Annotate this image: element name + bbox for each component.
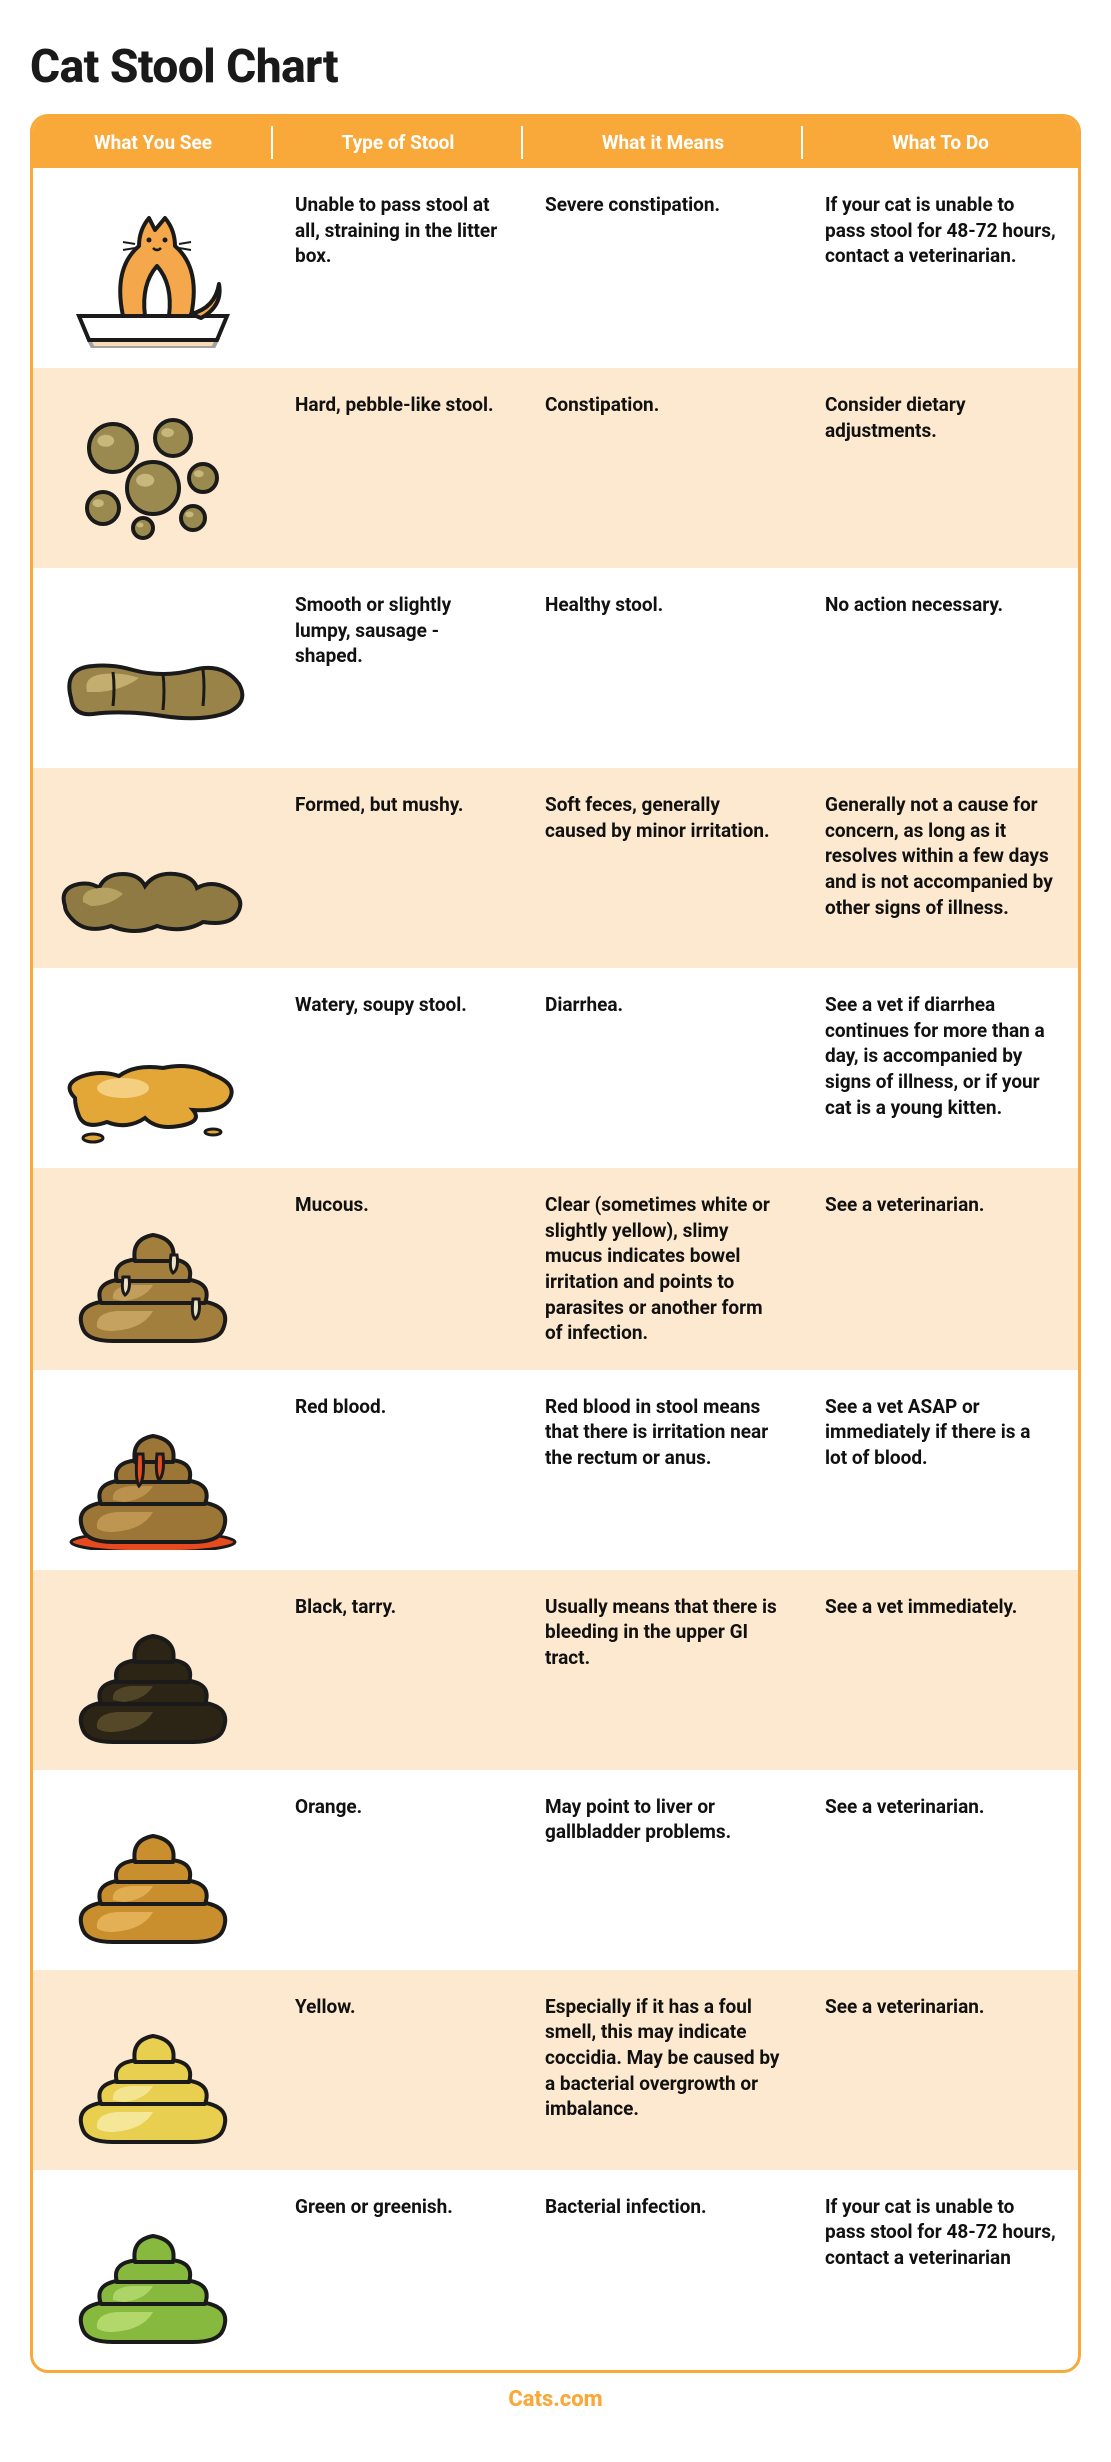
- header-todo: What To Do: [803, 117, 1078, 168]
- stool-icon: [33, 2170, 273, 2370]
- todo-cell: If your cat is unable to pass stool for …: [803, 168, 1078, 368]
- table-row: Black, tarry. Usually means that there i…: [33, 1570, 1078, 1770]
- type-cell: Unable to pass stool at all, straining i…: [273, 168, 523, 368]
- todo-cell: See a veterinarian.: [803, 1168, 1078, 1370]
- means-cell: Constipation.: [523, 368, 803, 568]
- stool-icon: [33, 1970, 273, 2170]
- means-cell: Bacterial infection.: [523, 2170, 803, 2370]
- header-means: What it Means: [523, 117, 803, 168]
- todo-cell: See a veterinarian.: [803, 1770, 1078, 1970]
- table-row: Watery, soupy stool. Diarrhea. See a vet…: [33, 968, 1078, 1168]
- stool-icon: [33, 1370, 273, 1570]
- stool-icon: [33, 368, 273, 568]
- table-row: Smooth or slightly lumpy, sausage - shap…: [33, 568, 1078, 768]
- stool-icon: [33, 568, 273, 768]
- page-title: Cat Stool Chart: [30, 40, 1081, 94]
- type-cell: Watery, soupy stool.: [273, 968, 523, 1168]
- table-row: Formed, but mushy. Soft feces, generally…: [33, 768, 1078, 968]
- means-cell: Severe constipation.: [523, 168, 803, 368]
- type-cell: Smooth or slightly lumpy, sausage - shap…: [273, 568, 523, 768]
- table-row: Hard, pebble-like stool. Constipation. C…: [33, 368, 1078, 568]
- type-cell: Formed, but mushy.: [273, 768, 523, 968]
- means-cell: Clear (sometimes white or slightly yello…: [523, 1168, 803, 1370]
- table-row: Unable to pass stool at all, straining i…: [33, 168, 1078, 368]
- type-cell: Black, tarry.: [273, 1570, 523, 1770]
- source-attribution: Cats.com: [30, 2373, 1081, 2426]
- table-row: Orange. May point to liver or gallbladde…: [33, 1770, 1078, 1970]
- table-row: Mucous. Clear (sometimes white or slight…: [33, 1168, 1078, 1370]
- infographic-container: Cat Stool Chart What You See Type of Sto…: [0, 0, 1111, 2446]
- means-cell: May point to liver or gallbladder proble…: [523, 1770, 803, 1970]
- means-cell: Usually means that there is bleeding in …: [523, 1570, 803, 1770]
- means-cell: Especially if it has a foul smell, this …: [523, 1970, 803, 2170]
- todo-cell: See a vet immediately.: [803, 1570, 1078, 1770]
- todo-cell: Consider dietary adjustments.: [803, 368, 1078, 568]
- table-row: Yellow. Especially if it has a foul smel…: [33, 1970, 1078, 2170]
- table-row: Green or greenish. Bacterial infection. …: [33, 2170, 1078, 2370]
- todo-cell: See a vet ASAP or immediately if there i…: [803, 1370, 1078, 1570]
- stool-icon: [33, 768, 273, 968]
- stool-icon: [33, 968, 273, 1168]
- stool-icon: [33, 1570, 273, 1770]
- stool-icon: [33, 168, 273, 368]
- header-type: Type of Stool: [273, 117, 523, 168]
- todo-cell: If your cat is unable to pass stool for …: [803, 2170, 1078, 2370]
- type-cell: Orange.: [273, 1770, 523, 1970]
- means-cell: Healthy stool.: [523, 568, 803, 768]
- type-cell: Green or greenish.: [273, 2170, 523, 2370]
- header-what-you-see: What You See: [33, 117, 273, 168]
- stool-chart: What You See Type of Stool What it Means…: [30, 114, 1081, 2373]
- type-cell: Hard, pebble-like stool.: [273, 368, 523, 568]
- type-cell: Mucous.: [273, 1168, 523, 1370]
- type-cell: Red blood.: [273, 1370, 523, 1570]
- table-header: What You See Type of Stool What it Means…: [33, 117, 1078, 168]
- todo-cell: See a vet if diarrhea continues for more…: [803, 968, 1078, 1168]
- type-cell: Yellow.: [273, 1970, 523, 2170]
- table-row: Red blood. Red blood in stool means that…: [33, 1370, 1078, 1570]
- todo-cell: Generally not a cause for concern, as lo…: [803, 768, 1078, 968]
- means-cell: Diarrhea.: [523, 968, 803, 1168]
- means-cell: Red blood in stool means that there is i…: [523, 1370, 803, 1570]
- todo-cell: See a veterinarian.: [803, 1970, 1078, 2170]
- means-cell: Soft feces, generally caused by minor ir…: [523, 768, 803, 968]
- todo-cell: No action necessary.: [803, 568, 1078, 768]
- stool-icon: [33, 1168, 273, 1370]
- stool-icon: [33, 1770, 273, 1970]
